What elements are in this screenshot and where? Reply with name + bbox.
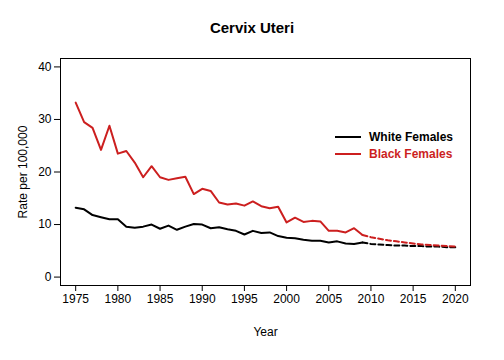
svg-text:10: 10 [38,217,52,231]
svg-text:0: 0 [45,270,52,284]
html-text:Cervix Uteri: Cervix Uteri [209,19,295,36]
svg-text:Year: Year [253,325,277,339]
svg-text:40: 40 [38,60,52,74]
svg-text:Rate per 100,000: Rate per 100,000 [16,125,30,218]
svg-text:2020: 2020 [442,292,469,306]
html-text:White Females: White Females [369,129,453,144]
svg-text:2015: 2015 [400,292,427,306]
svg-text:20: 20 [38,165,52,179]
svg-text:2000: 2000 [273,292,300,306]
svg-text:1990: 1990 [189,292,216,306]
svg-text:2010: 2010 [358,292,385,306]
svg-text:30: 30 [38,112,52,126]
svg-text:1980: 1980 [105,292,132,306]
svg-text:1995: 1995 [231,292,258,306]
svg-text:1985: 1985 [147,292,174,306]
svg-text:1975: 1975 [62,292,89,306]
svg-text:2005: 2005 [315,292,342,306]
html-text:Black Females: Black Females [369,146,453,161]
